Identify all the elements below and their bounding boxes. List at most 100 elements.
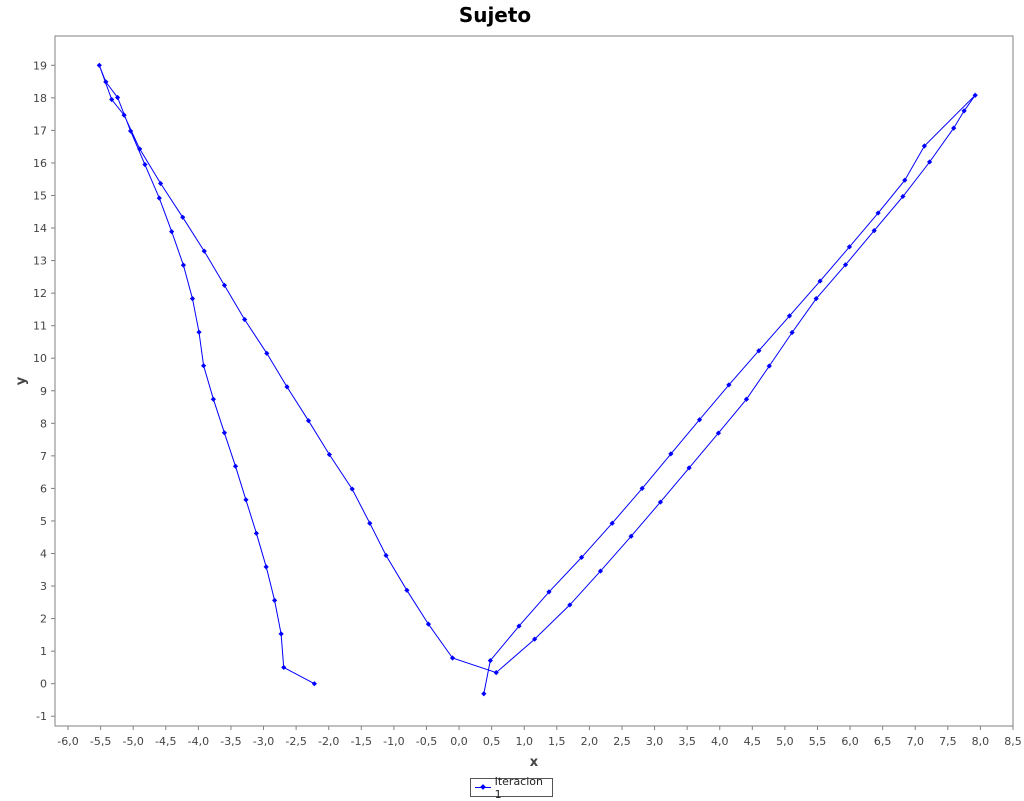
y-tick-label: 3 — [40, 580, 47, 593]
legend-label: Iteracion 1 — [494, 774, 543, 801]
y-tick-label: 5 — [40, 515, 47, 528]
data-point — [221, 430, 228, 436]
data-point — [871, 228, 877, 234]
data-point — [264, 350, 270, 356]
y-tick-label: 13 — [33, 255, 47, 268]
legend: Iteracion 1 — [470, 775, 553, 801]
data-point — [813, 296, 819, 302]
data-point — [210, 396, 216, 402]
x-tick-label: 4,5 — [744, 735, 762, 748]
data-point — [263, 564, 269, 570]
x-tick-label: -1,0 — [383, 735, 404, 748]
data-point — [311, 681, 317, 687]
x-tick-label: -2,5 — [285, 735, 306, 748]
data-point — [189, 296, 196, 302]
x-tick-label: 0,5 — [483, 735, 501, 748]
data-point — [696, 417, 703, 423]
y-tick-label: -1 — [36, 710, 47, 723]
x-tick-label: 5,0 — [776, 735, 794, 748]
x-tick-label: -0,5 — [416, 735, 437, 748]
chart-title: Sujeto — [458, 3, 532, 27]
data-point — [169, 229, 175, 235]
data-point — [200, 363, 207, 369]
plot-area — [54, 35, 1014, 727]
data-point — [253, 530, 259, 536]
x-tick-label: -2,0 — [318, 735, 339, 748]
data-point — [657, 499, 664, 505]
data-point — [481, 691, 487, 697]
data-point — [109, 96, 115, 103]
data-point — [926, 159, 933, 165]
y-tick-label: 7 — [40, 450, 47, 463]
data-point — [284, 384, 290, 390]
data-point — [243, 497, 249, 503]
data-point — [786, 313, 793, 319]
data-point — [96, 62, 102, 68]
data-point — [305, 418, 312, 424]
data-point — [789, 329, 795, 336]
x-tick-label: 3,0 — [646, 735, 664, 748]
data-point — [609, 520, 615, 526]
x-tick-label: -3,0 — [253, 735, 274, 748]
data-point — [900, 193, 906, 200]
data-point — [961, 108, 967, 114]
data-point — [493, 670, 499, 676]
legend-swatch — [475, 783, 491, 792]
data-point — [137, 146, 143, 152]
y-tick-label: 4 — [40, 548, 47, 561]
data-point — [103, 79, 109, 85]
y-tick-label: 2 — [40, 613, 47, 626]
data-point — [425, 621, 432, 627]
data-point — [156, 195, 162, 201]
data-point — [114, 94, 121, 101]
data-point — [272, 597, 278, 603]
x-tick-label: 6,0 — [841, 735, 859, 748]
data-point — [567, 602, 573, 608]
data-point — [180, 214, 186, 220]
data-point — [281, 664, 287, 671]
data-point — [668, 451, 674, 457]
series-layer — [96, 62, 978, 697]
data-point — [951, 125, 957, 131]
data-point — [404, 587, 410, 593]
data-point — [578, 554, 585, 561]
data-point — [201, 248, 207, 254]
y-tick-label: 14 — [33, 222, 47, 235]
data-point — [756, 348, 762, 354]
x-axis-label: x — [530, 755, 539, 770]
data-point — [196, 329, 202, 335]
data-point — [846, 244, 853, 250]
x-tick-label: 0,0 — [450, 735, 468, 748]
data-point — [232, 463, 239, 469]
data-point — [516, 623, 522, 629]
x-tick-label: -4,5 — [155, 735, 176, 748]
x-tick-label: 6,5 — [874, 735, 892, 748]
data-point — [326, 451, 332, 458]
y-tick-label: 9 — [40, 385, 47, 398]
x-tick-label: 3,5 — [678, 735, 696, 748]
y-tick-label: 16 — [33, 157, 47, 170]
data-point — [278, 631, 284, 637]
data-point — [487, 657, 493, 664]
y-tick-label: 19 — [33, 59, 47, 72]
y-tick-label: 11 — [33, 320, 47, 333]
data-point — [349, 486, 355, 492]
x-tick-label: -5,5 — [90, 735, 111, 748]
data-point — [875, 210, 881, 216]
data-point — [628, 533, 634, 539]
x-tick-label: 4,0 — [711, 735, 729, 748]
data-point — [726, 382, 732, 388]
data-point — [127, 128, 134, 134]
data-point — [449, 655, 456, 661]
x-tick-label: 7,5 — [939, 735, 957, 748]
data-point — [743, 396, 750, 402]
data-point — [597, 568, 604, 574]
data-point — [817, 278, 823, 284]
y-tick-label: 6 — [40, 482, 47, 495]
data-point — [242, 316, 248, 323]
data-point — [367, 520, 373, 526]
x-tick-label: 8,0 — [972, 735, 990, 748]
data-point — [532, 636, 538, 642]
